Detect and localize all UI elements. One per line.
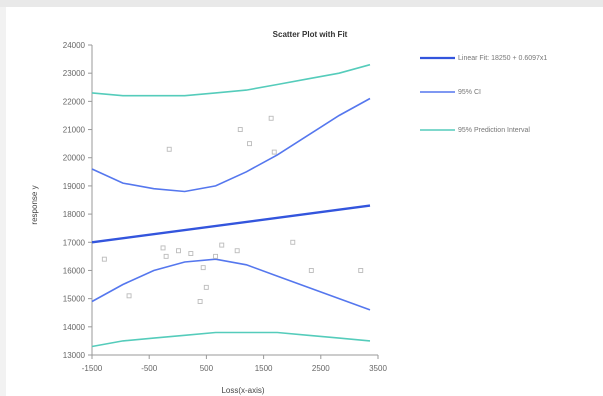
legend: Linear Fit: 18250 + 0.6097x1 95% CI 95% Pr… <box>420 55 547 134</box>
data-point <box>160 245 166 251</box>
y-tick-label: 18000 <box>63 210 86 219</box>
data-point <box>188 251 194 256</box>
y-tick-label: 24000 <box>63 41 86 50</box>
legend-entry: Linear Fit: 18250 + 0.6097x1 <box>458 55 547 62</box>
data-point <box>290 239 296 245</box>
data-point <box>126 293 132 299</box>
window-top-bar <box>0 0 603 7</box>
chart-title: Scatter Plot with Fit <box>273 30 348 39</box>
x-tick-label: 2500 <box>312 364 330 373</box>
x-tick-label: 3500 <box>369 364 387 373</box>
x-tick-label: 1500 <box>255 364 273 373</box>
data-point <box>163 253 169 259</box>
x-tick-label: 500 <box>200 364 214 373</box>
y-tick-label: 21000 <box>63 126 86 135</box>
y-tick-label: 20000 <box>63 154 86 163</box>
y-tick-label: 19000 <box>63 182 86 191</box>
data-point <box>166 146 172 152</box>
legend-entry: 95% CI <box>458 89 481 96</box>
data-point <box>219 242 225 248</box>
prediction-interval-lines <box>91 63 371 348</box>
y-axis-title: response y <box>30 185 39 224</box>
data-point <box>200 265 206 271</box>
linear-fit-line-group <box>91 204 371 244</box>
y-tick-label: 22000 <box>63 97 86 106</box>
data-point <box>237 127 243 132</box>
legend-entry: 95% Prediction Interval <box>458 127 530 134</box>
data-point <box>203 284 209 290</box>
x-axis-title: Loss(x-axis) <box>221 386 264 395</box>
window-left-edge <box>0 7 6 396</box>
y-tick-label: 14000 <box>63 323 86 332</box>
y-tick-label: 13000 <box>63 351 86 360</box>
x-tick-label: -1500 <box>82 364 103 373</box>
y-tick-label: 23000 <box>63 69 86 78</box>
data-point <box>308 268 314 273</box>
y-tick-label: 17000 <box>63 238 86 247</box>
data-point <box>176 248 181 254</box>
confidence-interval-lines <box>91 97 371 311</box>
data-points <box>101 115 364 304</box>
axes: 13000 14000 15000 16000 17000 18000 19000 20000… <box>63 41 388 373</box>
y-tick-label: 16000 <box>63 266 86 275</box>
y-tick-label: 15000 <box>63 295 86 304</box>
data-point <box>197 299 203 304</box>
data-point <box>213 253 219 259</box>
prediction-upper-line <box>91 63 371 97</box>
ci-upper-line <box>91 97 371 193</box>
data-point <box>268 115 274 121</box>
data-point <box>271 149 277 155</box>
data-point <box>101 256 107 262</box>
linear-fit-line <box>91 204 371 244</box>
x-tick-label: -500 <box>141 364 158 373</box>
data-point <box>247 141 252 147</box>
ci-lower-line <box>91 258 371 311</box>
data-point <box>358 268 364 273</box>
data-point <box>234 248 240 254</box>
prediction-lower-line <box>91 331 371 348</box>
